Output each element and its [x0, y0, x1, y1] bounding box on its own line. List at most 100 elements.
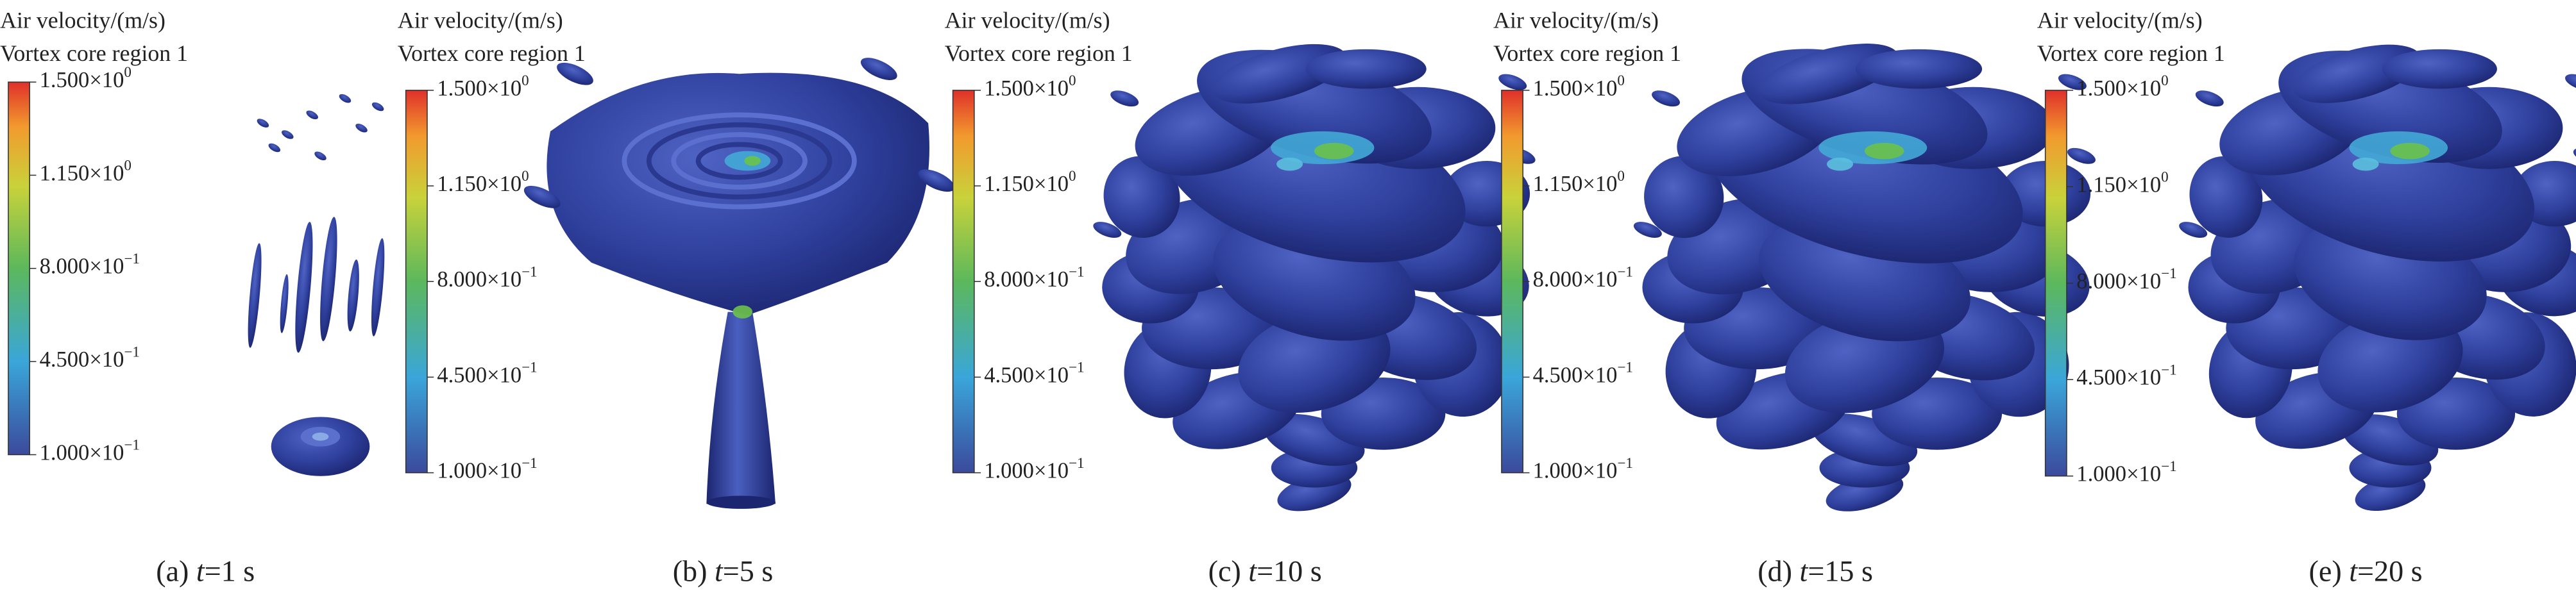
tick-mantissa: 8.000×10	[2076, 269, 2161, 294]
tick-exponent: −1	[1069, 454, 1085, 471]
tick-exponent: 0	[1617, 168, 1625, 185]
vortex-blob	[268, 143, 281, 153]
colorbar-tick-label: 1.500×100	[2076, 72, 2168, 100]
tick-exponent: 0	[2161, 169, 2169, 185]
tick-mantissa: 4.500×10	[2076, 365, 2161, 390]
vortex-blob	[371, 102, 384, 112]
vortex-blob	[1633, 222, 1662, 238]
tick-mantissa: 1.150×10	[984, 172, 1069, 196]
tick-mantissa: 1.500×10	[1533, 76, 1618, 101]
vortex-ring	[646, 122, 833, 200]
colorbar	[952, 90, 975, 474]
velocity-patch	[1276, 157, 1303, 171]
velocity-patch	[744, 156, 761, 166]
vortex-render	[1633, 44, 2096, 511]
vortex-cap	[547, 72, 929, 315]
vortex-blob	[1758, 44, 1899, 104]
legend-subtitle: Vortex core region 1	[398, 40, 586, 66]
vortex-blob	[295, 222, 313, 353]
caption-variable: t	[2349, 555, 2358, 588]
colorbar	[405, 90, 428, 474]
colorbar-tick-label: 8.000×10−1	[984, 263, 1084, 292]
tick-exponent: −1	[2161, 458, 2177, 474]
vortex-ring	[671, 132, 808, 190]
vortex-blob	[523, 185, 561, 208]
vortex-blob	[306, 110, 318, 120]
colorbar-tick-label: 1.500×100	[984, 72, 1076, 100]
caption: (a) t=1 s	[156, 555, 255, 588]
tick-exponent: 0	[521, 72, 529, 88]
colorbar	[2044, 90, 2067, 477]
vortex-blob	[371, 238, 385, 336]
tick-mantissa: 4.500×10	[437, 363, 521, 387]
caption-space	[2342, 555, 2350, 588]
colorbar-tick-label: 1.000×10−1	[1533, 454, 1633, 483]
caption-value: =20 s	[2357, 555, 2423, 588]
tick-mantissa: 8.000×10	[40, 254, 124, 279]
tick-exponent: −1	[521, 454, 538, 471]
vortex-blob	[2293, 44, 2421, 103]
tick-exponent: 0	[1069, 168, 1076, 185]
vortex-render	[523, 58, 955, 509]
velocity-patch	[1314, 142, 1354, 160]
tick-exponent: −1	[521, 359, 538, 376]
vortex-blob	[282, 130, 294, 139]
colorbar-tick-label: 8.000×10−1	[437, 263, 537, 292]
tick-mantissa: 1.150×10	[40, 161, 124, 185]
caption-space	[1241, 555, 1249, 588]
colorbar-tick-label: 4.500×10−1	[984, 359, 1084, 387]
tick-exponent: −1	[2161, 361, 2177, 378]
tick-exponent: −1	[1617, 454, 1633, 471]
tick-exponent: 0	[2161, 72, 2169, 88]
vortex-blob	[347, 259, 359, 332]
colorbar-tick-label: 1.500×100	[40, 64, 131, 92]
colorbar-tick-label: 4.500×10−1	[437, 359, 537, 387]
velocity-patch	[2352, 157, 2379, 171]
vortex-blob	[918, 169, 955, 192]
tick-exponent: 0	[1069, 72, 1076, 88]
colorbar-tick-label: 8.000×10−1	[40, 250, 140, 278]
caption-value: =10 s	[1257, 555, 1322, 588]
colorbar-tick-label: 4.500×10−1	[2076, 361, 2176, 390]
colorbar-tick-label: 1.500×100	[1533, 72, 1625, 100]
tick-exponent: −1	[1069, 359, 1085, 376]
tick-mantissa: 1.000×10	[2076, 462, 2161, 486]
panel: Air velocity/(m/s) Vortex core region 1 1.…	[2037, 8, 2576, 588]
vortex-blob	[557, 62, 593, 85]
tick-mantissa: 1.000×10	[984, 459, 1069, 483]
velocity-patch	[1827, 157, 1854, 171]
colorbar-tick-label: 1.500×100	[437, 72, 529, 100]
vortex-blob	[1110, 90, 1139, 107]
vortex-blob	[2382, 49, 2497, 89]
caption-label: (b)	[673, 555, 708, 588]
caption: (e) t=20 s	[2309, 555, 2423, 588]
panel: Air velocity/(m/s) Vortex core region 1 1.…	[398, 8, 955, 588]
colorbar-tick-label: 1.150×100	[1533, 168, 1625, 196]
vortex-blob	[257, 119, 269, 128]
colorbar-tick-label: 8.000×10−1	[2076, 265, 2176, 293]
vortex-render	[2179, 44, 2576, 511]
vortex-blob	[1644, 156, 1724, 238]
colorbar-tick-label: 4.500×10−1	[1533, 359, 1633, 387]
vortex-blob	[2058, 74, 2087, 90]
colorbar	[8, 81, 30, 456]
vortex-blob	[2565, 74, 2576, 90]
vortex-blob	[1212, 44, 1347, 104]
vortex-ring	[622, 112, 857, 210]
vortex-render	[248, 94, 385, 476]
vortex-blob	[248, 243, 262, 348]
velocity-patch	[312, 432, 329, 441]
caption: (d) t=15 s	[1758, 555, 1873, 588]
vortex-blob	[1855, 49, 1983, 89]
tick-mantissa: 1.150×10	[1533, 172, 1618, 196]
vortex-stem	[706, 311, 775, 504]
colorbar-tick-label: 8.000×10−1	[1533, 263, 1633, 292]
caption-variable: t	[1248, 555, 1257, 588]
colorbar-tick-label: 1.000×10−1	[437, 454, 537, 483]
vortex-render	[1093, 44, 1536, 511]
vortex-blob	[2179, 222, 2208, 238]
tick-mantissa: 1.500×10	[437, 76, 521, 101]
colorbar-tick-label: 1.000×10−1	[2076, 458, 2176, 486]
